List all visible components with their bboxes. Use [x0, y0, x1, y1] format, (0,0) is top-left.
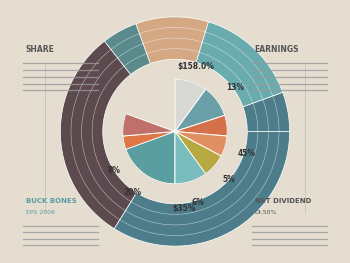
Polygon shape: [175, 115, 227, 136]
Polygon shape: [114, 132, 289, 246]
Text: 45%: 45%: [238, 149, 255, 158]
Polygon shape: [104, 24, 150, 75]
Polygon shape: [113, 69, 237, 194]
Text: 20%: 20%: [123, 188, 141, 197]
Polygon shape: [128, 132, 175, 166]
Polygon shape: [123, 114, 175, 136]
Text: DI.50%: DI.50%: [255, 210, 277, 215]
Polygon shape: [123, 132, 175, 154]
Text: 13%: 13%: [226, 83, 245, 92]
Polygon shape: [126, 132, 175, 184]
Polygon shape: [136, 132, 175, 173]
Text: 8%: 8%: [108, 166, 121, 175]
Text: 6%: 6%: [192, 198, 204, 207]
Text: EARNINGS: EARNINGS: [255, 45, 299, 54]
Polygon shape: [150, 132, 175, 181]
Polygon shape: [136, 17, 209, 64]
Polygon shape: [113, 70, 237, 193]
Text: SHARE: SHARE: [26, 45, 54, 54]
Polygon shape: [196, 22, 283, 107]
Text: $35%: $35%: [173, 204, 196, 213]
Text: BUCK BONES: BUCK BONES: [26, 198, 76, 204]
Polygon shape: [243, 92, 289, 132]
Text: $158.0%: $158.0%: [178, 62, 215, 71]
Polygon shape: [61, 41, 137, 229]
Polygon shape: [175, 79, 206, 132]
Polygon shape: [175, 132, 221, 174]
Text: NET DIVIDEND: NET DIVIDEND: [255, 198, 311, 204]
Polygon shape: [175, 89, 225, 132]
Polygon shape: [175, 132, 227, 156]
Polygon shape: [175, 132, 206, 184]
Text: 5%: 5%: [222, 175, 235, 184]
Polygon shape: [143, 132, 175, 178]
Text: EPS 2006: EPS 2006: [26, 210, 55, 215]
Polygon shape: [157, 132, 205, 184]
